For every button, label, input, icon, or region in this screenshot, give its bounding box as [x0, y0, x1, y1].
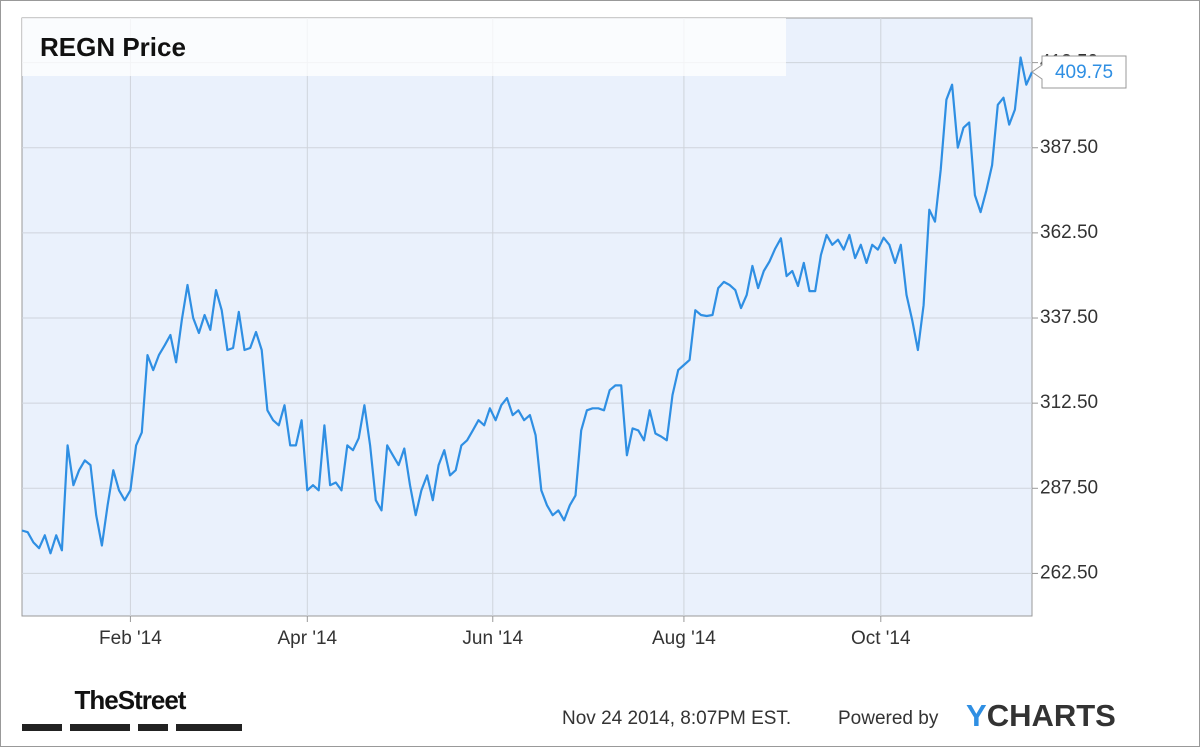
y-tick-label: 312.50 [1040, 392, 1098, 413]
logo: TheStreet [75, 685, 187, 715]
plot-area [21, 17, 1033, 617]
price-label-box [1031, 55, 1127, 89]
logo-bar [22, 724, 62, 731]
x-tick-label: Apr '14 [278, 628, 338, 649]
price-label: 409.75 [1055, 62, 1113, 83]
footer-logo: TheStreet [22, 685, 242, 731]
powered-by: Powered by [838, 708, 939, 729]
price-line [21, 56, 1034, 555]
y-tick-label: 337.50 [1040, 307, 1098, 328]
x-tick-label: Jun '14 [462, 628, 523, 649]
logo-bar [138, 724, 168, 731]
timestamp: Nov 24 2014, 8:07PM EST. [562, 708, 791, 729]
x-tick-label: Oct '14 [851, 628, 911, 649]
brand: YCHARTS [966, 698, 1116, 733]
logo-bar [176, 724, 242, 731]
y-tick-label: 387.50 [1040, 137, 1098, 158]
x-tick-label: Feb '14 [99, 628, 162, 649]
logo-bar [70, 724, 130, 731]
y-tick-label: 287.50 [1040, 477, 1098, 498]
y-tick-label: 362.50 [1040, 222, 1098, 243]
chart-title: REGN Price [40, 32, 186, 62]
x-tick-label: Aug '14 [652, 628, 716, 649]
title-box [22, 18, 786, 76]
y-tick-label: 262.50 [1040, 562, 1098, 583]
